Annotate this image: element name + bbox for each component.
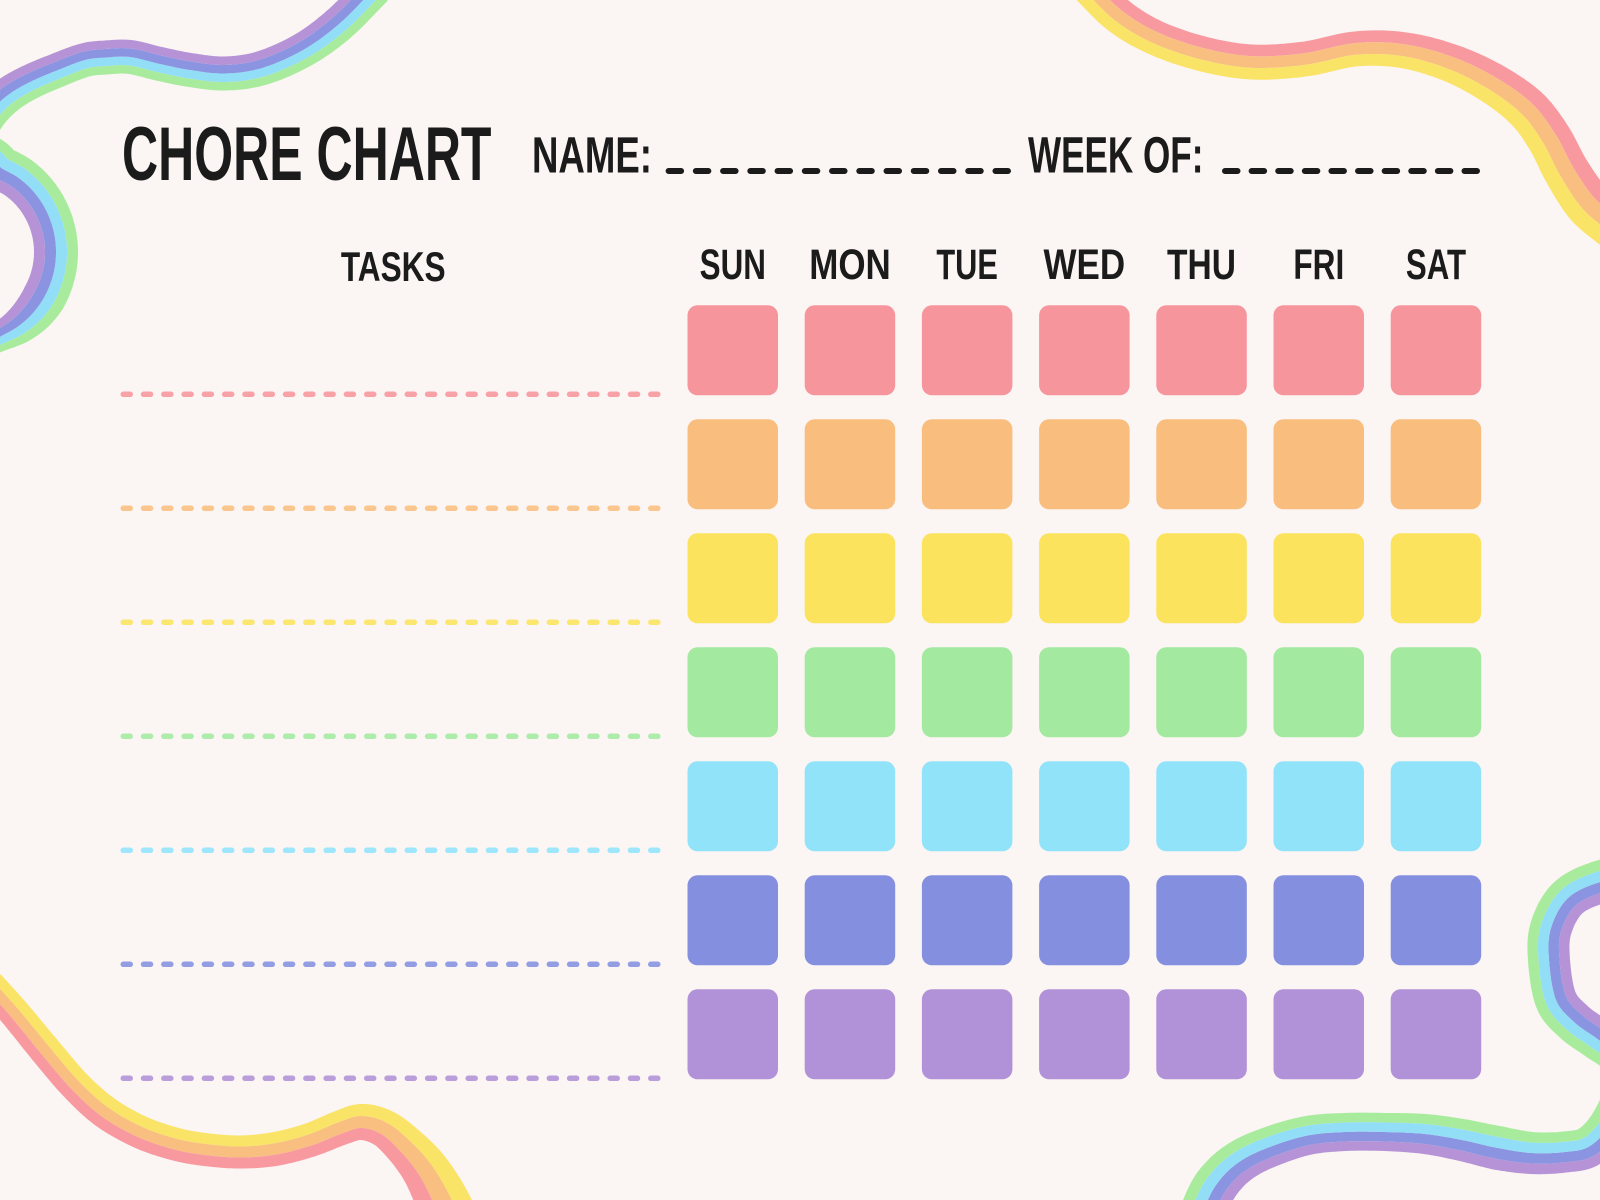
svg-text:NAME:: NAME: [532, 128, 652, 184]
svg-text:TASKS: TASKS [341, 243, 446, 290]
svg-text:MON: MON [809, 242, 891, 289]
svg-text:TUE: TUE [936, 240, 997, 288]
svg-text:SUN: SUN [700, 240, 766, 288]
svg-text:FRI: FRI [1293, 240, 1344, 288]
svg-text:THU: THU [1167, 241, 1236, 289]
svg-text:WED: WED [1043, 242, 1125, 289]
svg-text:WEEK OF:: WEEK OF: [1028, 127, 1203, 184]
svg-text:CHORE CHART: CHORE CHART [122, 111, 491, 196]
svg-text:SAT: SAT [1406, 240, 1466, 288]
